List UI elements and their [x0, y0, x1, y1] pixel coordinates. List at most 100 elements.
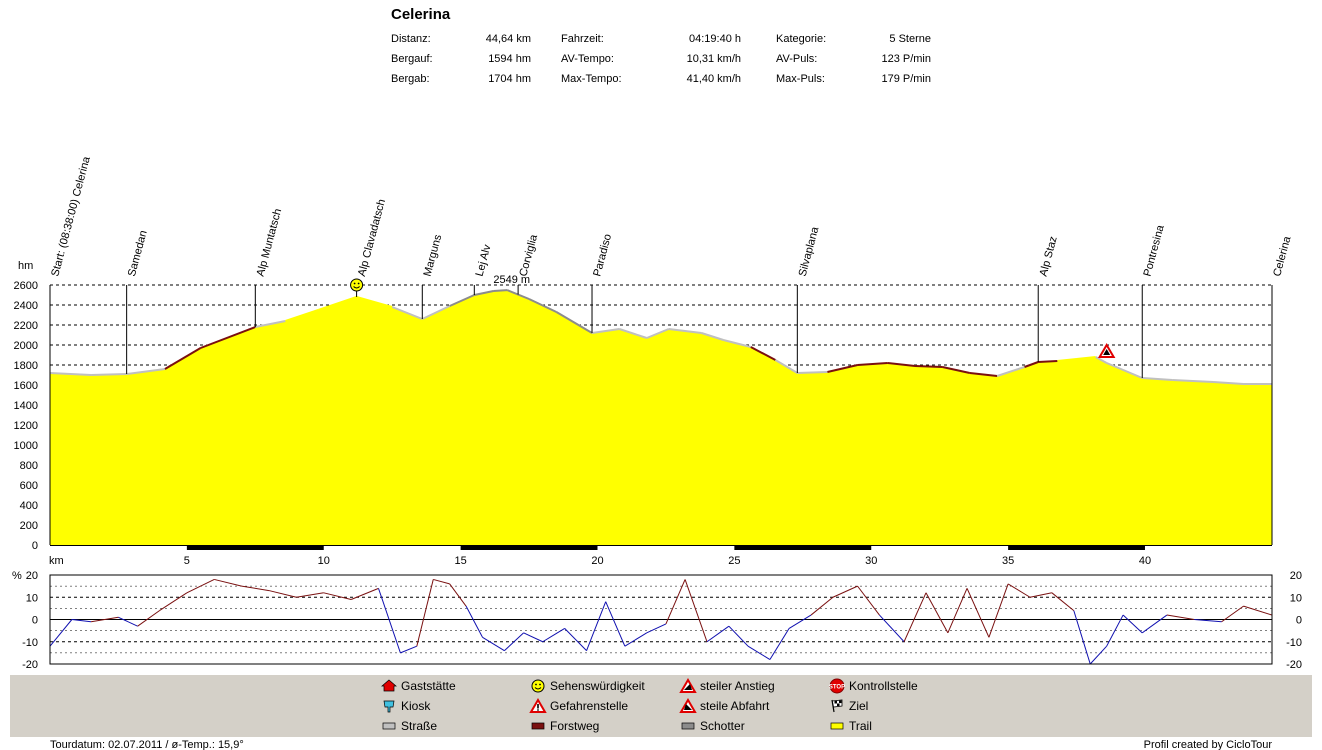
gradient-segment: [564, 628, 587, 652]
trail-swatch: [830, 722, 844, 730]
waypoint-label: Celerina: [1271, 234, 1293, 278]
legend-label: steiler Anstieg: [700, 679, 775, 693]
forest-road-swatch: [531, 722, 545, 730]
elevation-ytick-label: 400: [20, 500, 38, 512]
gradient-segment: [378, 588, 401, 654]
elevation-axes: 0 200 400 600 800 1000 1200 1400 1600 1800 2000 220…: [14, 280, 1273, 567]
gradient-segment: [586, 601, 607, 651]
gradient-segment: [706, 625, 730, 643]
gradient-ytick-label-left: -10: [22, 637, 38, 649]
legend: Gaststätte Kiosk Straße Sehenswürdigkeit Gef…: [381, 678, 918, 733]
elevation-outline-segment: [701, 332, 724, 341]
gradient-segment: [832, 585, 858, 598]
gradient-segment: [966, 588, 990, 638]
km-scale-segment: [1008, 546, 1145, 550]
gradient-ytick-label-left: 20: [26, 570, 38, 582]
gradient-segment: [788, 614, 812, 629]
legend-label: steile Abfahrt: [700, 699, 770, 713]
tour-date: Tourdatum: 02.07.2011 / ø-Temp.: 15,9°: [50, 739, 244, 750]
gradient-segment: [1051, 592, 1075, 611]
elevation-outline: [49, 289, 1272, 385]
elevation-outline-segment: [555, 311, 593, 334]
stat-value: 10,31 km/h: [687, 53, 741, 65]
elevation-outline-segment: [391, 306, 423, 320]
waypoint-label: Alp Muntatsch: [255, 207, 285, 277]
elevation-outline-segment: [723, 339, 752, 348]
gradient-segment: [323, 592, 352, 600]
waypoint-label: Corviglia: [517, 232, 540, 277]
stat-value: 41,40 km/h: [687, 73, 741, 85]
elevation-outline-segment: [493, 289, 508, 292]
gradient-series: [49, 578, 1273, 665]
tour-stats: Distanz: 44,64 km Fahrzeit: 04:19:40 h Kateg…: [391, 33, 931, 85]
gradient-segment: [214, 578, 242, 587]
legend-label: Kontrollstelle: [849, 679, 918, 693]
waypoint-label: Alp Clavadatsch: [356, 198, 388, 278]
gradient-segment: [624, 632, 648, 647]
stat-label: AV-Tempo:: [561, 53, 614, 65]
waypoint-label: Marguns: [422, 233, 445, 278]
stop-icon: STOP: [829, 678, 845, 694]
legend-label: Sehenswürdigkeit: [550, 679, 645, 693]
gradient-segment: [810, 596, 834, 616]
elevation-ytick-label: 1400: [14, 400, 38, 412]
gradient-segment: [433, 578, 450, 585]
elevation-ytick-label: 1600: [14, 380, 38, 392]
gradient-segment: [925, 592, 949, 634]
elevation-xtick-label: 10: [318, 555, 330, 567]
elevation-outline-segment: [887, 362, 916, 367]
finish-flag-icon: [831, 699, 843, 713]
elevation-area: [50, 290, 1272, 545]
gradient-segment: [137, 610, 160, 627]
gradient-segment: [504, 632, 524, 652]
gradient-segment: [350, 587, 379, 600]
legend-label: Straße: [401, 719, 437, 733]
gradient-ytick-label-left: 10: [26, 592, 38, 604]
elevation-outline-segment: [797, 371, 828, 374]
gradient-segment: [857, 585, 880, 616]
elevation-outline-segment: [1213, 381, 1244, 385]
elevation-xlabel: km: [49, 555, 64, 567]
elevation-ytick-label: 600: [20, 480, 38, 492]
stat-value: 1704 hm: [488, 73, 531, 85]
gradient-ytick-label-right: -20: [1286, 659, 1302, 671]
gradient-segment: [646, 623, 667, 634]
credits: Profil created by CicloTour: [1144, 739, 1273, 750]
waypoint-label: Paradiso: [591, 233, 614, 278]
gradient-segment: [482, 636, 505, 652]
elevation-outline-segment: [827, 364, 858, 373]
elevation-xtick-label: 25: [728, 555, 740, 567]
elevation-outline-segment: [857, 362, 888, 366]
elevation-ytick-label: 0: [32, 540, 38, 552]
smiley-icon: [531, 679, 545, 693]
elevation-outline-segment: [285, 309, 319, 322]
elevation-outline-segment: [356, 296, 393, 308]
legend-label: Kiosk: [401, 699, 431, 713]
elevation-outline-segment: [996, 366, 1025, 377]
elevation-outline-segment: [1024, 361, 1039, 368]
max-elevation-annotation: 2549 m: [493, 274, 530, 286]
danger-icon: [529, 698, 547, 713]
elevation-ytick-label: 2200: [14, 320, 38, 332]
stat-label: Bergab:: [391, 73, 430, 85]
elevation-ytick-label: 1000: [14, 440, 38, 452]
legend-label: Forstweg: [550, 719, 599, 733]
elevation-ytick-label: 800: [20, 460, 38, 472]
legend-label: Trail: [849, 719, 872, 733]
gradient-segment: [159, 592, 188, 612]
gradient-segment: [186, 579, 215, 594]
elevation-outline-segment: [528, 298, 557, 313]
elevation-outline-segment: [449, 294, 475, 307]
gradient-segment: [241, 585, 270, 592]
gradient-segment: [542, 627, 565, 643]
stat-label: Max-Tempo:: [561, 73, 622, 85]
elevation-ytick-label: 2600: [14, 280, 38, 292]
gradient-segment: [947, 588, 968, 634]
elevation-xtick-label: 30: [865, 555, 877, 567]
legend-label: Ziel: [849, 699, 868, 713]
elevation-outline-segment: [49, 372, 92, 376]
elevation-outline-segment: [1038, 360, 1058, 363]
gradient-segment: [605, 601, 626, 647]
steep-descent-icon: [679, 698, 697, 713]
